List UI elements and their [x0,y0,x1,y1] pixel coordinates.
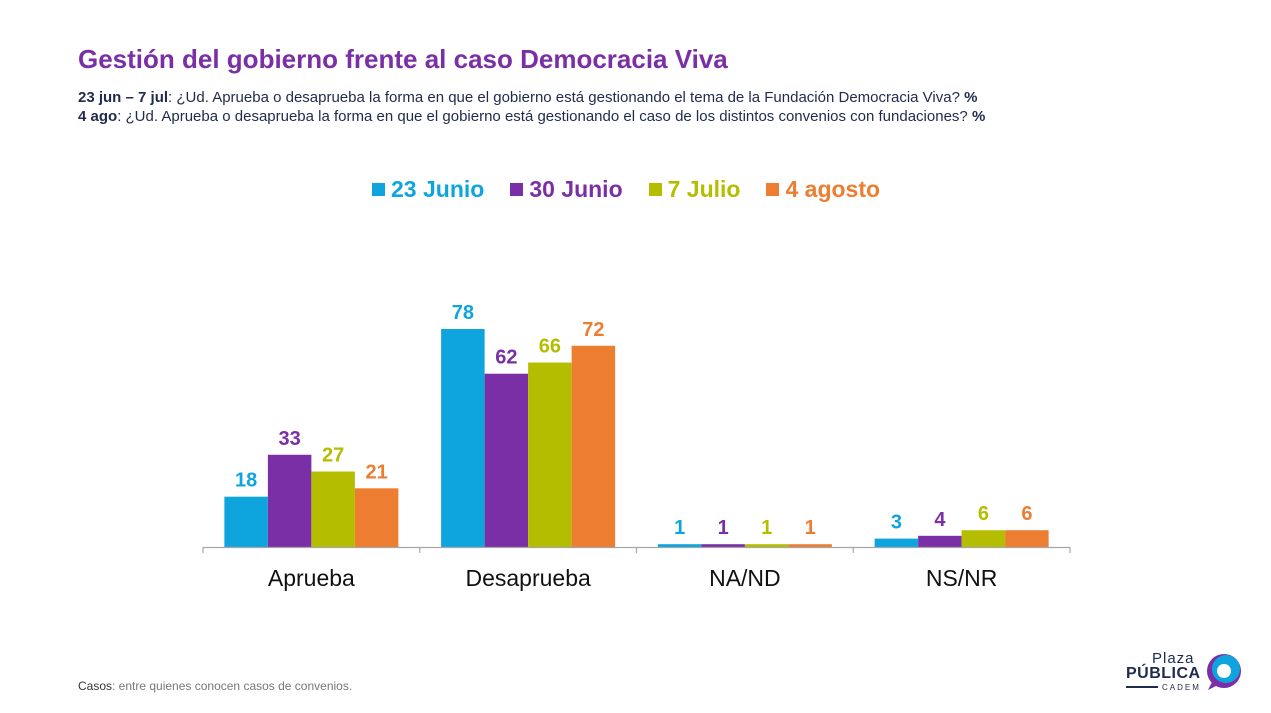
bar [571,345,616,547]
data-label: 27 [322,445,344,467]
question-2-text: : ¿Ud. Aprueba o desaprueba la forma en … [117,108,972,125]
data-label: 62 [495,347,517,369]
data-label: 1 [674,517,685,539]
bar [267,454,312,547]
question-1-text: : ¿Ud. Aprueba o desaprueba la forma en … [168,89,965,106]
bar [484,373,529,547]
question-1-unit: % [964,89,978,106]
legend-label: 30 Junio [529,176,623,202]
x-tick-label: Aprueba [268,565,355,591]
data-label: 78 [452,302,474,324]
legend-item-4-agosto: 4 agosto [766,176,880,203]
data-label: 21 [366,461,388,483]
x-tick-label: NS/NR [926,565,998,591]
chart-legend: 23 Junio 30 Junio 7 Julio 4 agosto [372,176,880,203]
bar [874,538,919,547]
bar [354,488,399,547]
data-label: 66 [539,336,561,358]
legend-item-30-junio: 30 Junio [510,176,623,203]
logo-line-3: CADEM [1162,683,1201,692]
question-1: 23 jun – 7 jul: ¿Ud. Aprueba o desaprueb… [78,89,977,106]
legend-label: 23 Junio [391,176,485,202]
data-label: 33 [279,428,301,450]
question-2-unit: % [971,108,986,125]
bar [918,535,962,547]
data-label: 4 [934,509,946,531]
data-label: 1 [761,517,772,539]
logo-underline [1126,686,1158,688]
data-label: 3 [891,512,902,534]
question-2-period: 4 ago [78,108,118,125]
x-tick-label: Desaprueba [465,565,591,591]
question-2: 4 ago: ¿Ud. Aprueba o desaprueba la form… [78,108,985,125]
legend-swatch [648,183,662,196]
data-label: 18 [235,470,257,492]
x-tick-label: NA/ND [709,565,781,591]
bar [528,362,572,547]
legend-swatch [766,183,780,196]
legend-item-23-junio: 23 Junio [372,176,484,203]
data-label: 6 [1021,503,1032,525]
footer-label: Casos [78,679,113,693]
data-label: 1 [805,517,816,539]
legend-label: 7 Julio [667,176,741,202]
logo-line-1: Plaza [1152,650,1195,667]
bar [224,496,268,547]
speech-bubble-icon [1207,654,1241,690]
logo-line-2: PÚBLICA [1126,665,1201,682]
bar [961,530,1006,547]
footer-text: : entre quienes conocen casos de conveni… [112,679,353,693]
bar [311,471,355,547]
bar [701,544,745,547]
page-title: Gestión del gobierno frente al caso Demo… [78,44,728,74]
bar [657,544,702,547]
data-label: 6 [978,503,989,525]
bar [744,544,789,547]
legend-label: 4 agosto [785,176,881,202]
question-1-period: 23 jun – 7 jul [78,89,169,106]
legend-swatch [510,183,524,196]
bar [788,544,832,547]
data-label: 72 [582,319,604,341]
bar [1005,530,1049,547]
footer-note: Casos: entre quienes conocen casos de co… [78,679,352,693]
data-label: 1 [718,517,729,539]
bar [441,329,485,547]
legend-item-7-julio: 7 Julio [648,176,741,203]
legend-swatch [372,183,385,196]
plaza-publica-logo: Plaza PÚBLICA CADEM [1122,650,1252,700]
